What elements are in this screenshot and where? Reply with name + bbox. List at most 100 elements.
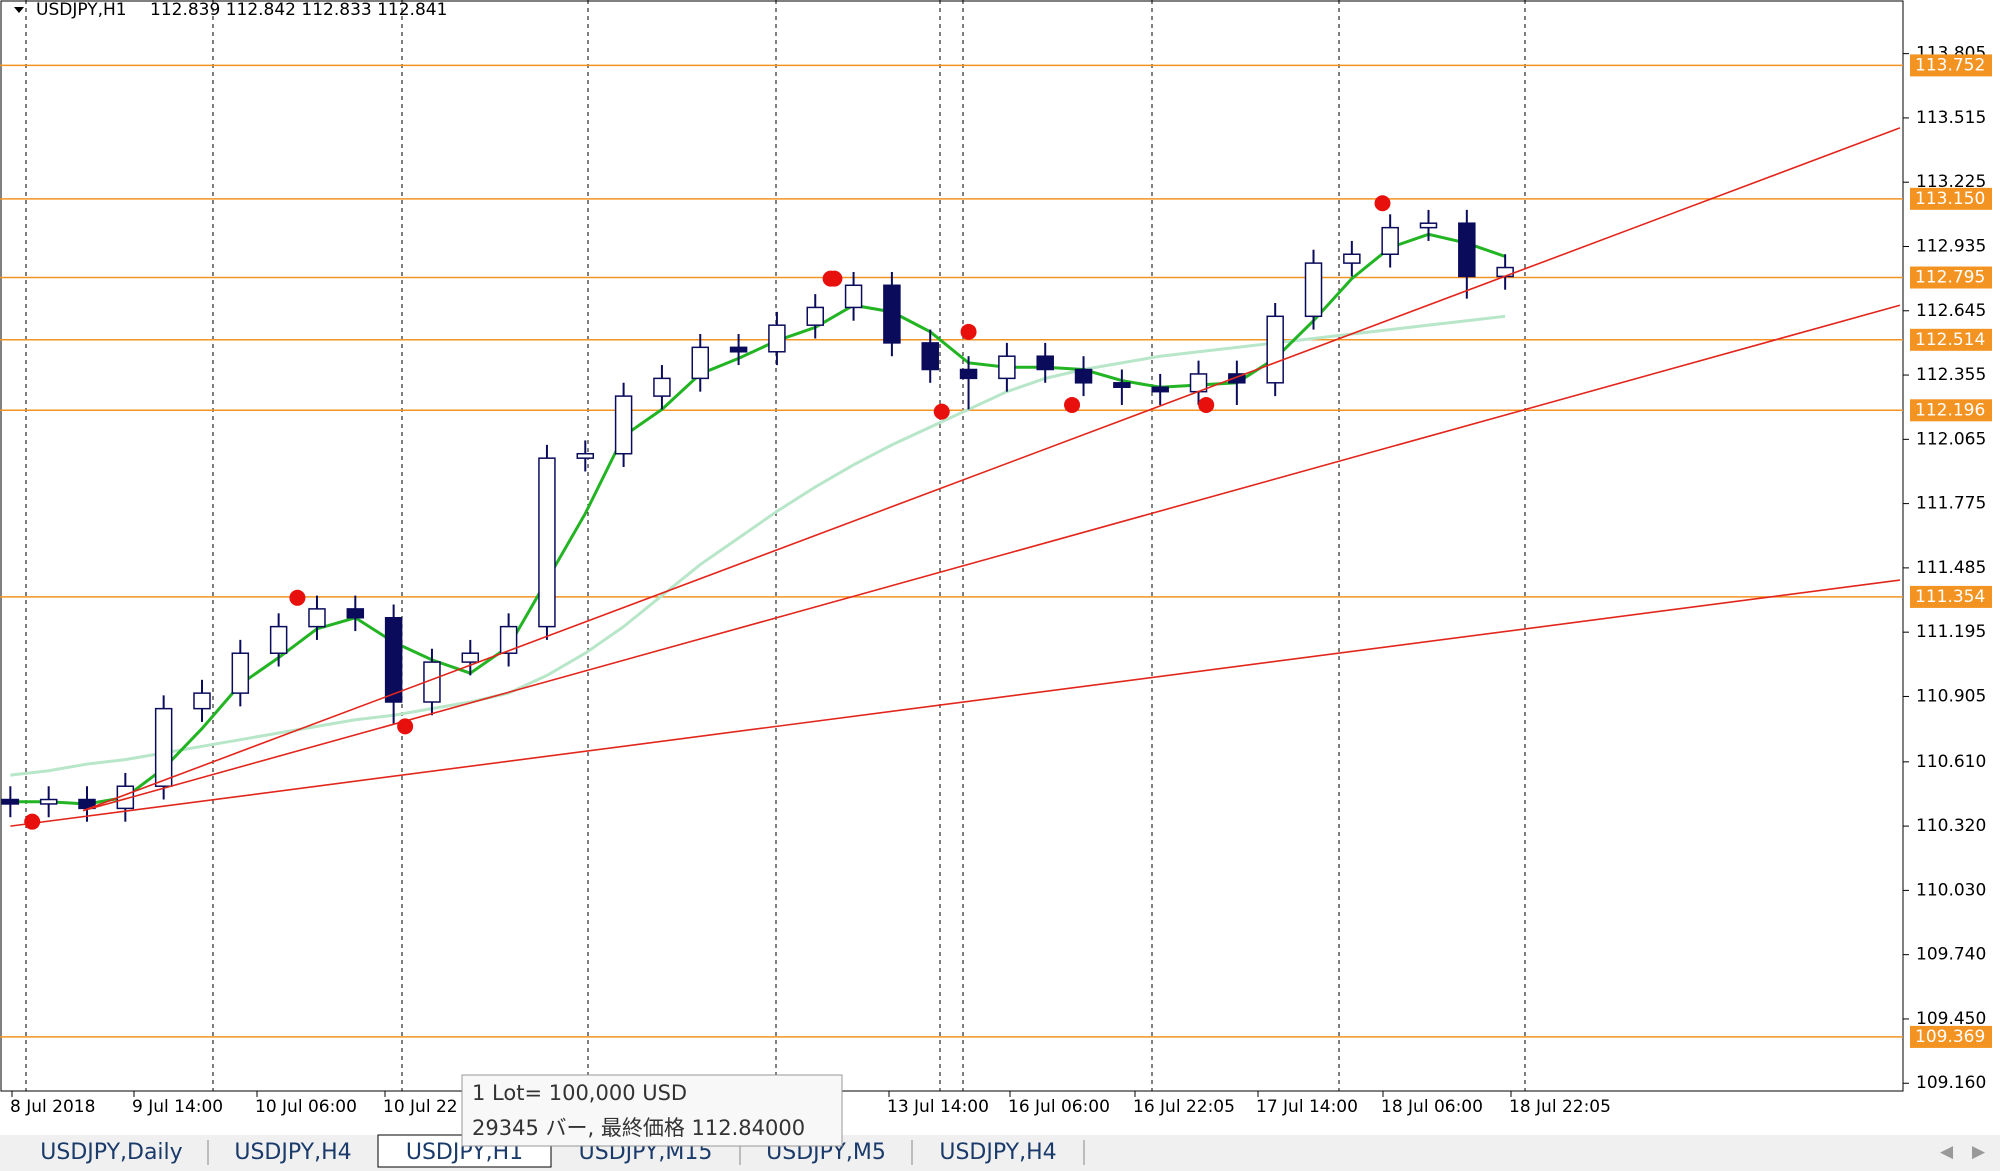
candle-body [1036, 355, 1054, 371]
candle-body [384, 617, 403, 703]
header-arrow [14, 7, 24, 13]
y-tick-label: 110.320 [1916, 816, 1986, 836]
price-level-tag [1910, 1025, 1992, 1048]
candle-body [1343, 253, 1361, 264]
candle-body [1074, 368, 1093, 384]
x-tick-label: 17 Jul 14:00 [1256, 1097, 1358, 1117]
x-tick-label: 8 Jul 2018 [10, 1097, 95, 1117]
price-level-tag [1910, 187, 1992, 210]
candle-body [1228, 373, 1246, 384]
candle-body [883, 284, 901, 344]
y-tick-label: 112.065 [1916, 429, 1986, 449]
x-tick-label: 18 Jul 22:05 [1509, 1097, 1611, 1117]
candle-body [461, 652, 480, 663]
price-level-tag [1910, 54, 1992, 77]
pivot-marker [1064, 396, 1081, 413]
scroll-left[interactable]: ◀ [1940, 1142, 1954, 1162]
y-tick-label: 110.905 [1916, 686, 1986, 706]
candle-body [499, 625, 518, 654]
pivot-marker [24, 813, 41, 830]
y-tick-label: 109.740 [1916, 945, 1986, 965]
candle-body [921, 342, 939, 371]
tabs: USDJPY,Daily USDJPY,H4 USDJPY,H1 USDJPY,M15… [40, 1134, 1085, 1168]
y-tick-label: 111.775 [1916, 494, 1986, 514]
candle-body [231, 652, 250, 694]
scroll-right[interactable]: ▶ [1972, 1142, 1986, 1162]
pivot-marker [1198, 396, 1215, 413]
tab-bar [0, 1135, 2000, 1171]
candle-body [1458, 222, 1476, 278]
candle-body [998, 355, 1016, 380]
y-tick-label: 111.485 [1916, 558, 1986, 578]
candle-body [959, 368, 978, 380]
pivot-marker [289, 589, 306, 606]
tab-label[interactable]: USDJPY,H4 [939, 1140, 1056, 1165]
x-tick-label: 9 Jul 14:00 [132, 1097, 223, 1117]
y-tick-label: 113.225 [1916, 172, 1986, 192]
candle-body [1, 798, 20, 805]
pivot-marker [826, 270, 843, 287]
pivot-marker [397, 718, 414, 735]
price-level-label: 113.150 [1915, 189, 1985, 209]
x-tick-label: 10 Jul 06:00 [255, 1097, 357, 1117]
candle-body [1381, 226, 1399, 255]
candle-body [308, 608, 326, 628]
plot [0, 64, 1903, 1038]
trendline [82, 127, 1901, 812]
candle-body [538, 457, 556, 628]
price-level-label: 109.369 [1915, 1027, 1985, 1047]
y-tick-label: 113.515 [1916, 108, 1986, 128]
y-tick-label: 112.355 [1916, 365, 1986, 385]
header-ohlc: 112.839 112.842 112.833 112.841 [150, 0, 447, 20]
candle-body [729, 346, 748, 353]
y-tick-label: 111.195 [1916, 622, 1986, 642]
trendline [10, 579, 1901, 827]
tooltip-box [461, 1074, 843, 1147]
y-tick-label: 112.935 [1916, 236, 1986, 256]
candle-body [844, 284, 863, 309]
tooltip-line: 29345 バー, 最終価格 112.84000 [472, 1116, 805, 1140]
candle-body [1496, 266, 1514, 278]
price-level-tag [1910, 585, 1992, 608]
pivot-marker [1374, 195, 1391, 212]
price-level-tag [1910, 328, 1992, 351]
plot-frame [0, 0, 1904, 1092]
x-tick-label: 16 Jul 06:00 [1008, 1097, 1110, 1117]
pivot-marker [933, 403, 950, 420]
y-tick-label: 109.450 [1916, 1009, 1986, 1029]
tab-label[interactable]: USDJPY,Daily [40, 1140, 182, 1165]
trendline [82, 304, 1901, 812]
price-level-tag [1910, 266, 1992, 289]
candle-body [1113, 382, 1131, 388]
tab-label[interactable]: USDJPY,H4 [234, 1140, 351, 1165]
x-tick-label: 13 Jul 14:00 [887, 1097, 989, 1117]
moving-average [10, 314, 1506, 777]
candle-body [154, 707, 173, 787]
candle-body [768, 324, 786, 353]
price-level-label: 112.795 [1915, 268, 1985, 288]
candle-body [576, 452, 595, 459]
candle-body [269, 625, 288, 654]
price-level-label: 111.354 [1915, 587, 1985, 607]
y-tick-label: 109.160 [1916, 1073, 1986, 1093]
x-tick-label: 16 Jul 22:05 [1133, 1097, 1235, 1117]
pivot-marker [960, 323, 977, 340]
price-level-tag [1910, 399, 1992, 422]
candle-body [1304, 262, 1323, 318]
candle-body [1419, 222, 1438, 229]
candle-body [691, 346, 710, 380]
price-level-label: 113.752 [1915, 55, 1985, 75]
tooltip-line: 1 Lot= 100,000 USD [472, 1081, 687, 1105]
candle-body [1266, 315, 1284, 384]
candle-body [193, 692, 211, 710]
price-level-label: 112.196 [1915, 400, 1985, 420]
candle-body [1151, 386, 1169, 393]
y-tick-label: 110.030 [1916, 880, 1986, 900]
candle-body [614, 395, 633, 455]
candle-body [39, 798, 58, 805]
header-symbol: USDJPY,H1 [36, 0, 127, 20]
candle-body [346, 608, 365, 619]
